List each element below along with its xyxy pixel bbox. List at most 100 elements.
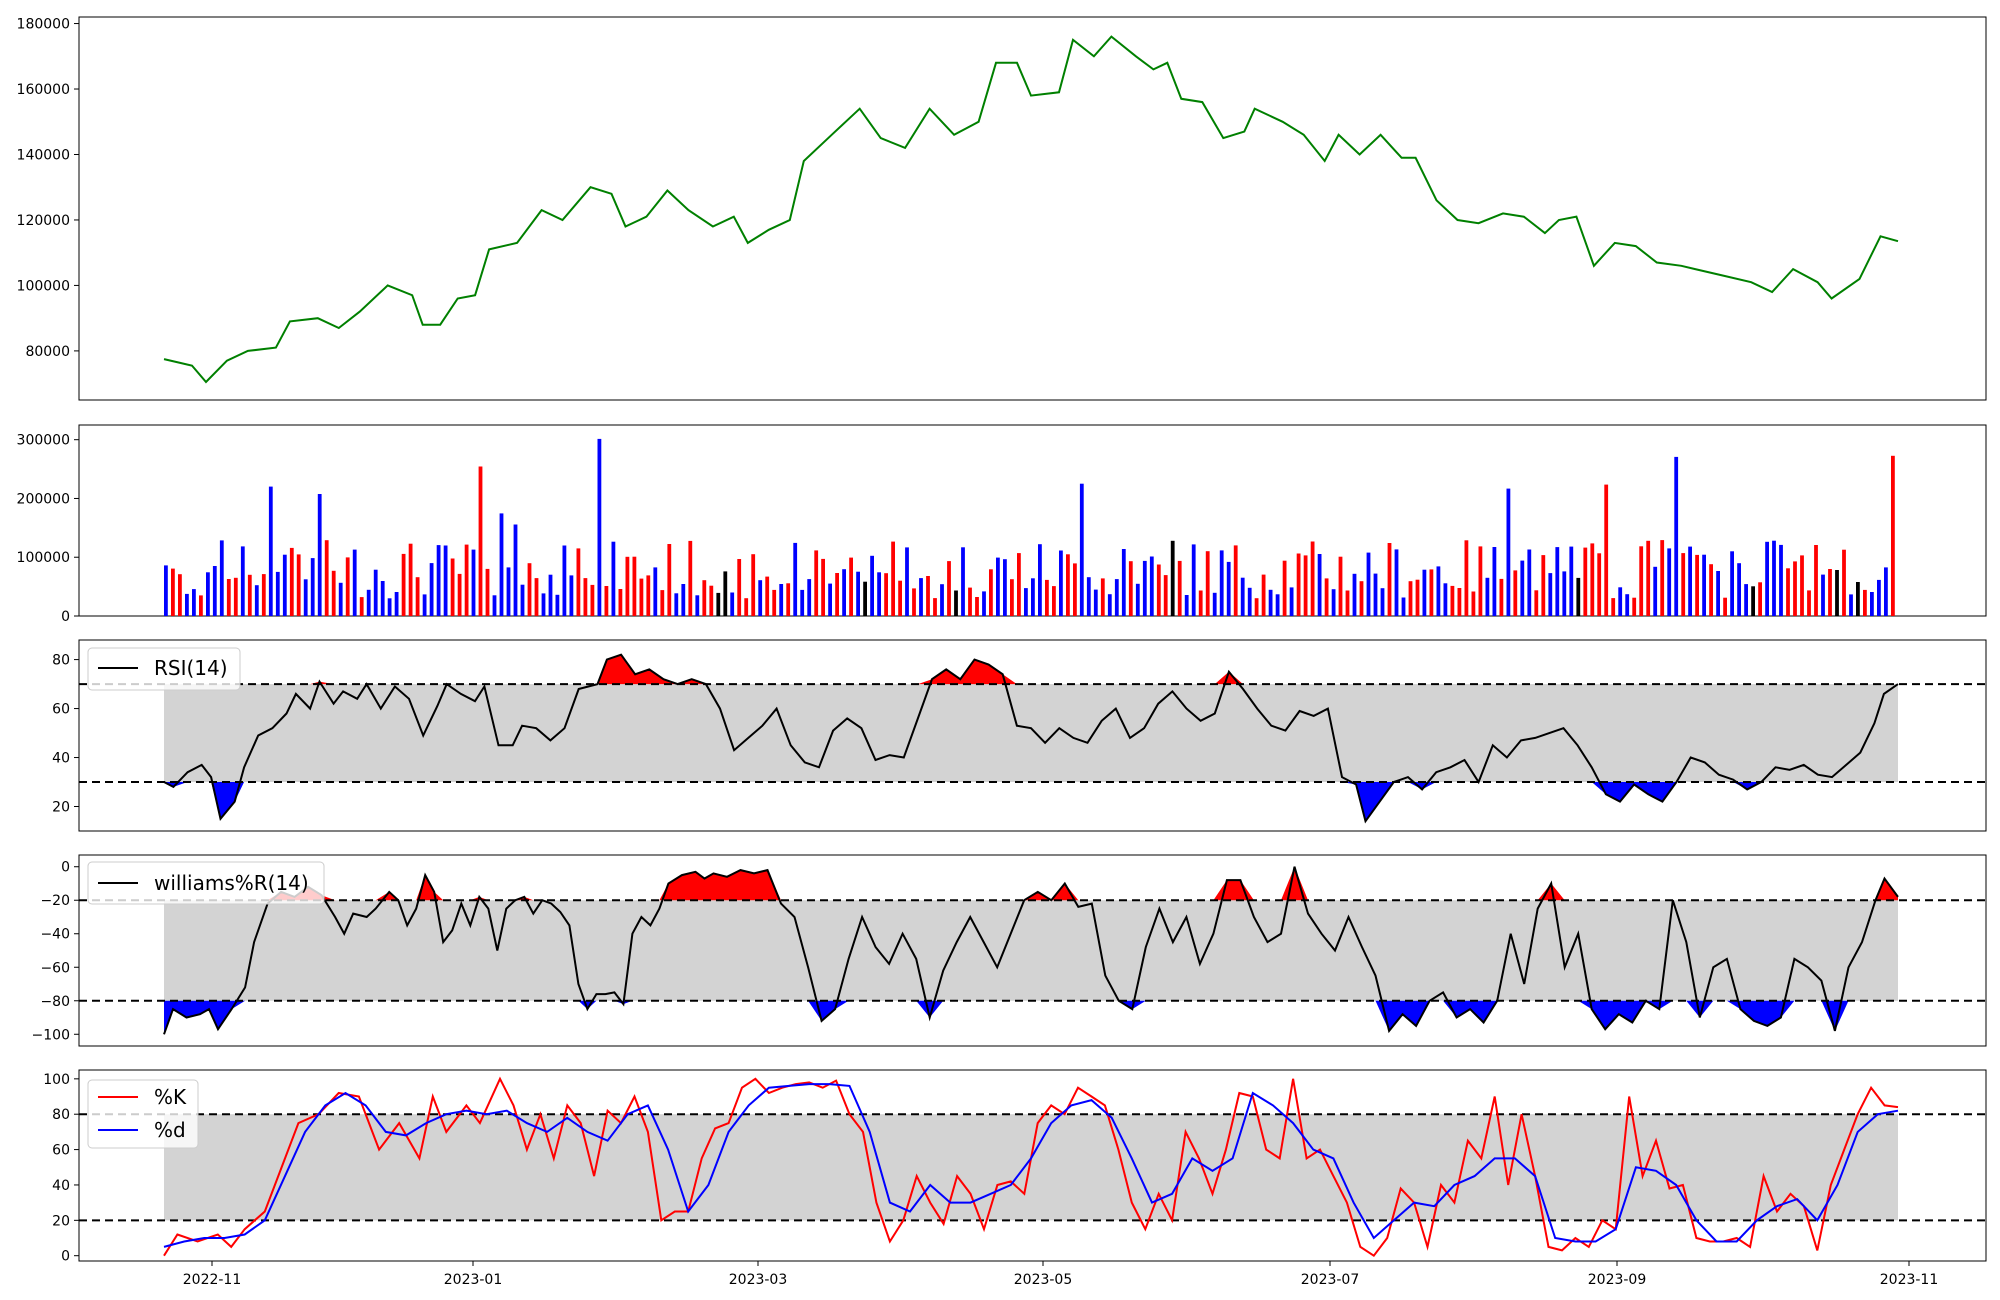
volume-bar: [1716, 571, 1720, 616]
volume-bar: [345, 557, 350, 616]
volume-bar: [1590, 543, 1595, 616]
volume-bar: [352, 549, 357, 616]
volume-bar: [569, 575, 574, 616]
volume-bar: [1114, 579, 1119, 616]
volume-bar: [786, 583, 791, 616]
volume-bar: [590, 584, 595, 616]
volume-bar: [1394, 549, 1399, 616]
volume-bar: [282, 554, 287, 616]
volume-bar: [576, 548, 581, 616]
volume-bar: [394, 592, 399, 616]
volume-bar: [814, 550, 819, 616]
volume-bar: [751, 554, 756, 616]
volume-bar: [338, 582, 343, 616]
volume-bar: [632, 556, 637, 616]
rsi-ytick-label: 60: [52, 702, 70, 718]
volume-bar: [926, 576, 930, 616]
volume-bar: [1807, 590, 1811, 616]
volume-bar: [1667, 548, 1672, 616]
volume-bar: [919, 578, 923, 616]
volume-bar: [171, 568, 175, 616]
x-tick-label: 2023-01: [444, 1272, 503, 1288]
volume-bar: [1772, 540, 1776, 616]
volume-bar: [289, 547, 294, 616]
stochastic-ytick-label: 40: [52, 1178, 70, 1194]
williams-legend-box: [87, 861, 325, 905]
volume-bar: [1142, 560, 1147, 616]
volume-ytick-label: 300000: [17, 433, 70, 449]
volume-bar: [1877, 579, 1881, 616]
volume-bar: [1569, 546, 1574, 616]
x-tick-label: 2023-09: [1588, 1272, 1647, 1288]
volume-bar: [1618, 587, 1623, 616]
x-tick-label: 2023-07: [1301, 1272, 1360, 1288]
volume-bar: [898, 580, 902, 616]
williams-r-panel: 0 −20 −40 −60 −80 −100: [32, 854, 1987, 1047]
volume-bar: [905, 547, 909, 616]
volume-bar: [1800, 555, 1804, 616]
volume-bar: [1828, 569, 1832, 616]
volume-bar: [471, 549, 476, 616]
volume-bar: [758, 580, 763, 616]
rsi-ytick-label: 40: [52, 751, 70, 767]
volume-bar: [310, 558, 315, 616]
volume-bar: [1289, 587, 1294, 616]
volume-bar: [401, 553, 406, 616]
volume-bar: [723, 571, 728, 616]
volume-bar: [1653, 566, 1658, 616]
volume-bar: [940, 584, 944, 616]
volume-bar: [199, 595, 203, 616]
volume-bar: [275, 571, 280, 616]
volume-bar: [1674, 456, 1679, 616]
volume-bar: [961, 547, 965, 616]
volume-bar: [695, 595, 700, 616]
price-frame: [78, 16, 1987, 401]
price-panel: 80000 100000 120000 140000 160000 180000: [17, 16, 1987, 401]
volume-bar: [1744, 584, 1748, 616]
volume-bar: [212, 566, 217, 616]
volume-bar: [387, 598, 392, 616]
volume-bar: [674, 593, 679, 616]
volume-bar: [1492, 547, 1497, 616]
volume-bar: [1268, 589, 1273, 616]
price-ytick-label: 120000: [17, 213, 70, 229]
volume-bar: [464, 544, 469, 616]
volume-bar: [1583, 547, 1588, 616]
volume-bar: [1240, 577, 1245, 616]
volume-bar: [1317, 554, 1322, 616]
volume-bar: [429, 563, 434, 616]
rsi-frame: [78, 639, 1987, 832]
volume-bar: [849, 557, 853, 616]
volume-bar: [296, 554, 301, 616]
volume-bar: [1093, 589, 1098, 616]
volume-bar: [611, 541, 616, 616]
volume-bar: [1604, 484, 1609, 616]
volume-bar: [1723, 597, 1727, 616]
volume-ytick-label: 200000: [17, 491, 70, 507]
volume-bar: [373, 569, 378, 616]
volume-bar: [1821, 574, 1825, 616]
volume-bar: [1527, 549, 1532, 616]
volume-bar: [1709, 564, 1713, 616]
volume-bar: [164, 565, 168, 616]
volume-bar: [1254, 598, 1259, 616]
volume-bar: [1261, 574, 1266, 616]
volume-bar: [1884, 567, 1888, 616]
volume-bar: [254, 585, 259, 616]
volume-bar: [1849, 594, 1853, 616]
volume-bar: [1247, 587, 1252, 616]
volume-bar: [226, 579, 231, 616]
volume-bar: [1303, 555, 1308, 616]
volume-bar: [422, 594, 427, 616]
volume-bar: [1779, 544, 1783, 616]
volume-bar: [800, 589, 805, 616]
volume-bar: [1625, 594, 1630, 616]
price-ytick-label: 160000: [17, 82, 70, 98]
volume-bar: [975, 597, 979, 616]
volume-bar: [1401, 597, 1406, 616]
stochastic-ytick-label: 100: [43, 1072, 70, 1088]
volume-bar: [1387, 543, 1392, 616]
volume-bar: [499, 513, 504, 616]
volume-bar: [1345, 590, 1350, 616]
volume-bar: [1513, 570, 1518, 616]
